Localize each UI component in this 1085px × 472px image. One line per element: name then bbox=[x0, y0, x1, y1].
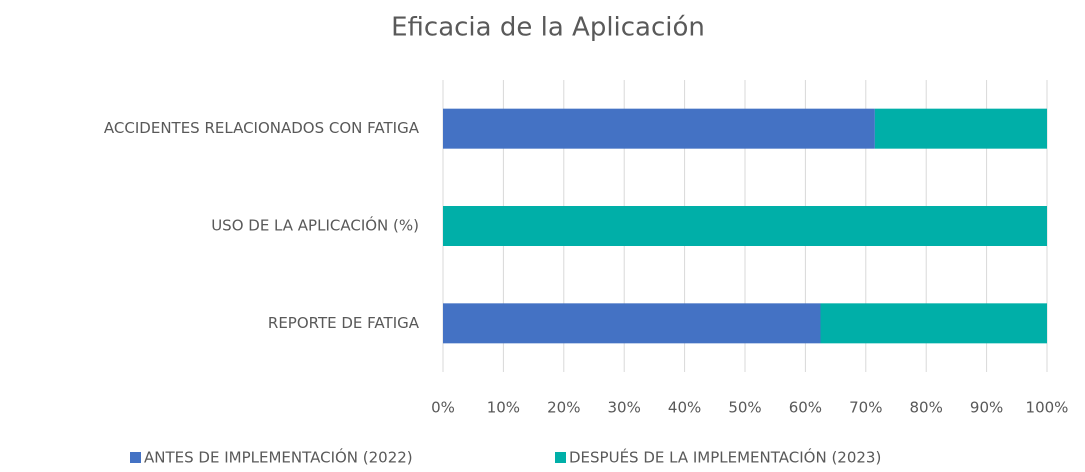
bar bbox=[820, 303, 1047, 344]
legend-swatch bbox=[555, 452, 566, 463]
x-tick-label: 100% bbox=[1026, 399, 1069, 417]
y-tick-label: ACCIDENTES RELACIONADOS CON FATIGA bbox=[104, 119, 420, 137]
x-tick-label: 10% bbox=[487, 399, 520, 417]
legend-swatch bbox=[130, 452, 141, 463]
x-tick-label: 30% bbox=[608, 399, 641, 417]
y-tick-label: REPORTE DE FATIGA bbox=[268, 314, 420, 332]
x-tick-label: 20% bbox=[547, 399, 580, 417]
x-tick-label: 80% bbox=[910, 399, 943, 417]
x-tick-label: 0% bbox=[431, 399, 455, 417]
y-tick-label: USO DE LA APLICACIÓN (%) bbox=[211, 216, 419, 235]
x-tick-label: 60% bbox=[789, 399, 822, 417]
x-tick-label: 40% bbox=[668, 399, 701, 417]
x-tick-label: 50% bbox=[728, 399, 761, 417]
bar bbox=[443, 108, 875, 149]
chart-title: Eficacia de la Aplicación bbox=[391, 13, 705, 43]
legend-label: DESPUÉS DE LA IMPLEMENTACIÓN (2023) bbox=[569, 448, 881, 467]
legend-label: ANTES DE IMPLEMENTACIÓN (2022) bbox=[144, 448, 413, 467]
bar bbox=[874, 108, 1047, 149]
bar bbox=[443, 206, 1047, 246]
x-tick-label: 70% bbox=[849, 399, 882, 417]
x-tick-label: 90% bbox=[970, 399, 1003, 417]
bar bbox=[443, 303, 821, 344]
